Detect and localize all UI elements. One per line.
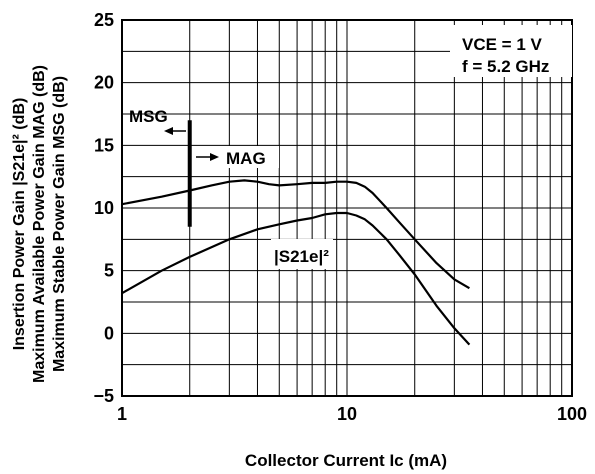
s21e-label: |S21e|²: [274, 247, 329, 266]
y-axis-label-line: Maximum Stable Power Gain MSG (dB): [51, 76, 68, 372]
s21e-curve: [121, 211, 471, 346]
y-tick-label: 20: [94, 73, 114, 93]
msg-arrow-head: [164, 127, 173, 135]
conditions-bg: [450, 25, 572, 77]
grid: [122, 20, 572, 396]
condition-vce-text: VCE = 1 V: [462, 35, 543, 54]
curves: [121, 179, 471, 346]
condition-freq-text: f = 5.2 GHz: [462, 57, 549, 76]
condition-vce: VCE = 1 V: [462, 35, 543, 54]
x-axis-label: Collector Current Ic (mA): [245, 451, 447, 470]
x-tick-label: 10: [337, 404, 357, 424]
y-axis-label-line: Insertion Power Gain |S21e|² (dB): [11, 98, 28, 351]
mag-label-bg: [222, 146, 279, 168]
y-tick-labels: 25 20 15 10 5 0 −5: [93, 10, 114, 406]
x-tick-labels: 1 10 100: [117, 404, 587, 424]
s21e-label-bg: [271, 239, 333, 269]
mag-arrow-head: [210, 153, 219, 161]
condition-freq: f = 5.2 GHz: [462, 57, 549, 76]
mag-label: MAG: [226, 149, 266, 168]
x-tick-label: 1: [117, 404, 127, 424]
y-tick-label: 15: [94, 135, 114, 155]
msg-label: MSG: [129, 107, 168, 126]
y-tick-label: 5: [104, 261, 114, 281]
y-axis-label-line: Maximum Available Power Gain MAG (dB): [31, 65, 48, 383]
plot-frame: [121, 19, 573, 397]
y-tick-label: 10: [94, 198, 114, 218]
x-tick-label: 100: [557, 404, 587, 424]
msg-mag-curve: [121, 179, 470, 290]
y-tick-label: 25: [94, 10, 114, 30]
y-axis-labels: Insertion Power Gain |S21e|² (dB) Maximum…: [11, 65, 68, 383]
y-tick-label: 0: [104, 323, 114, 343]
y-tick-label: −5: [93, 386, 114, 406]
